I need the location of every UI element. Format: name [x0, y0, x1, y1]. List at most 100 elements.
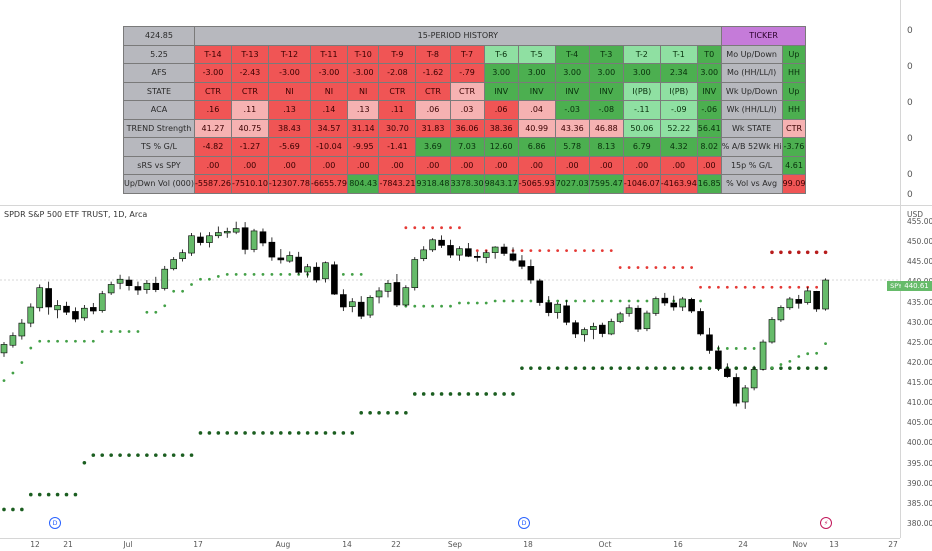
candle[interactable] [81, 304, 88, 321]
candle[interactable] [759, 339, 767, 371]
time-axis[interactable]: 12 21 Jul 17 Aug 14 22 Sep 18 Oct 16 24 Nov 13 27 [0, 538, 900, 551]
candle[interactable] [527, 259, 535, 284]
candle[interactable] [795, 294, 803, 309]
candle[interactable] [786, 296, 794, 310]
candle[interactable] [90, 302, 97, 315]
candle[interactable] [125, 276, 133, 291]
candle[interactable] [447, 239, 454, 258]
candle[interactable] [107, 281, 115, 295]
candle[interactable] [375, 287, 383, 304]
candle[interactable] [0, 342, 8, 357]
candle[interactable] [197, 232, 204, 246]
candle[interactable] [688, 297, 695, 314]
candle[interactable] [590, 322, 597, 340]
candle[interactable] [241, 222, 249, 255]
candle[interactable] [393, 273, 401, 308]
candle[interactable] [697, 308, 704, 336]
candle[interactable] [179, 249, 186, 262]
candle[interactable] [295, 251, 302, 275]
candle[interactable] [822, 278, 829, 311]
candle[interactable] [643, 310, 651, 332]
candle[interactable] [777, 305, 785, 322]
candle[interactable] [554, 302, 561, 319]
candle[interactable] [72, 307, 79, 323]
candle[interactable] [322, 261, 329, 283]
candle[interactable] [18, 319, 26, 340]
dividend-icon[interactable]: D [49, 517, 61, 529]
candle[interactable] [313, 262, 320, 283]
candle[interactable] [625, 304, 633, 317]
candle[interactable] [357, 296, 365, 320]
candle[interactable] [331, 261, 338, 295]
candle[interactable] [563, 300, 570, 326]
candle[interactable] [411, 257, 419, 291]
candle[interactable] [545, 296, 553, 317]
candle[interactable] [161, 265, 169, 291]
candle[interactable] [500, 243, 508, 256]
candle[interactable] [340, 289, 347, 312]
candle[interactable] [599, 322, 606, 338]
candle[interactable] [188, 232, 195, 256]
candle[interactable] [134, 281, 142, 295]
candle[interactable] [223, 227, 231, 238]
candle[interactable] [670, 295, 678, 311]
candle[interactable] [750, 365, 758, 391]
candle[interactable] [206, 232, 213, 248]
price-axis[interactable]: 455.00450.00445.00440.00435.00430.00425.… [901, 206, 932, 538]
candle[interactable] [36, 284, 44, 312]
candle[interactable] [706, 327, 713, 354]
candle[interactable] [348, 298, 356, 313]
candle[interactable] [482, 250, 490, 264]
candle[interactable] [607, 318, 615, 336]
candle[interactable] [259, 228, 267, 247]
candle[interactable] [768, 317, 776, 344]
dividend-icon[interactable]: D [518, 517, 530, 529]
candle[interactable] [813, 290, 820, 312]
candle[interactable] [732, 373, 740, 407]
pane-divider[interactable] [0, 205, 932, 206]
candle[interactable] [116, 274, 124, 290]
candle[interactable] [268, 237, 276, 261]
candle[interactable] [572, 320, 579, 338]
price-chart[interactable] [0, 206, 900, 538]
candle[interactable] [277, 249, 285, 264]
candle[interactable] [473, 251, 481, 262]
candle[interactable] [438, 235, 445, 248]
candle[interactable] [420, 246, 428, 262]
candle[interactable] [715, 345, 722, 371]
candle[interactable] [366, 295, 374, 318]
candle[interactable] [652, 296, 660, 316]
candle[interactable] [152, 276, 160, 293]
candle[interactable] [804, 287, 812, 305]
candle[interactable] [402, 285, 410, 307]
candle[interactable] [9, 332, 17, 348]
candle[interactable] [518, 255, 526, 270]
candle[interactable] [741, 385, 749, 409]
candle[interactable] [724, 363, 731, 378]
earnings-icon[interactable]: ⚡ [820, 517, 832, 529]
currency-label[interactable]: USD [907, 210, 924, 219]
candle[interactable] [616, 311, 624, 324]
candle[interactable] [384, 280, 392, 298]
candle[interactable] [215, 226, 222, 239]
candle[interactable] [491, 246, 499, 259]
candle[interactable] [286, 251, 294, 263]
candle[interactable] [509, 247, 517, 262]
candle[interactable] [63, 301, 70, 316]
candle[interactable] [456, 246, 463, 261]
candle[interactable] [661, 292, 669, 306]
candle[interactable] [170, 257, 177, 271]
candle[interactable] [581, 327, 588, 342]
candle[interactable] [429, 238, 436, 252]
candle[interactable] [634, 305, 642, 332]
candle[interactable] [536, 278, 544, 306]
candle[interactable] [304, 263, 311, 278]
candle[interactable] [679, 296, 686, 312]
candle[interactable] [232, 221, 240, 235]
candle[interactable] [250, 228, 258, 253]
candle[interactable] [465, 243, 472, 258]
candle[interactable] [98, 290, 106, 313]
candle[interactable] [54, 300, 61, 319]
candle[interactable] [45, 281, 52, 315]
candle[interactable] [27, 303, 35, 328]
